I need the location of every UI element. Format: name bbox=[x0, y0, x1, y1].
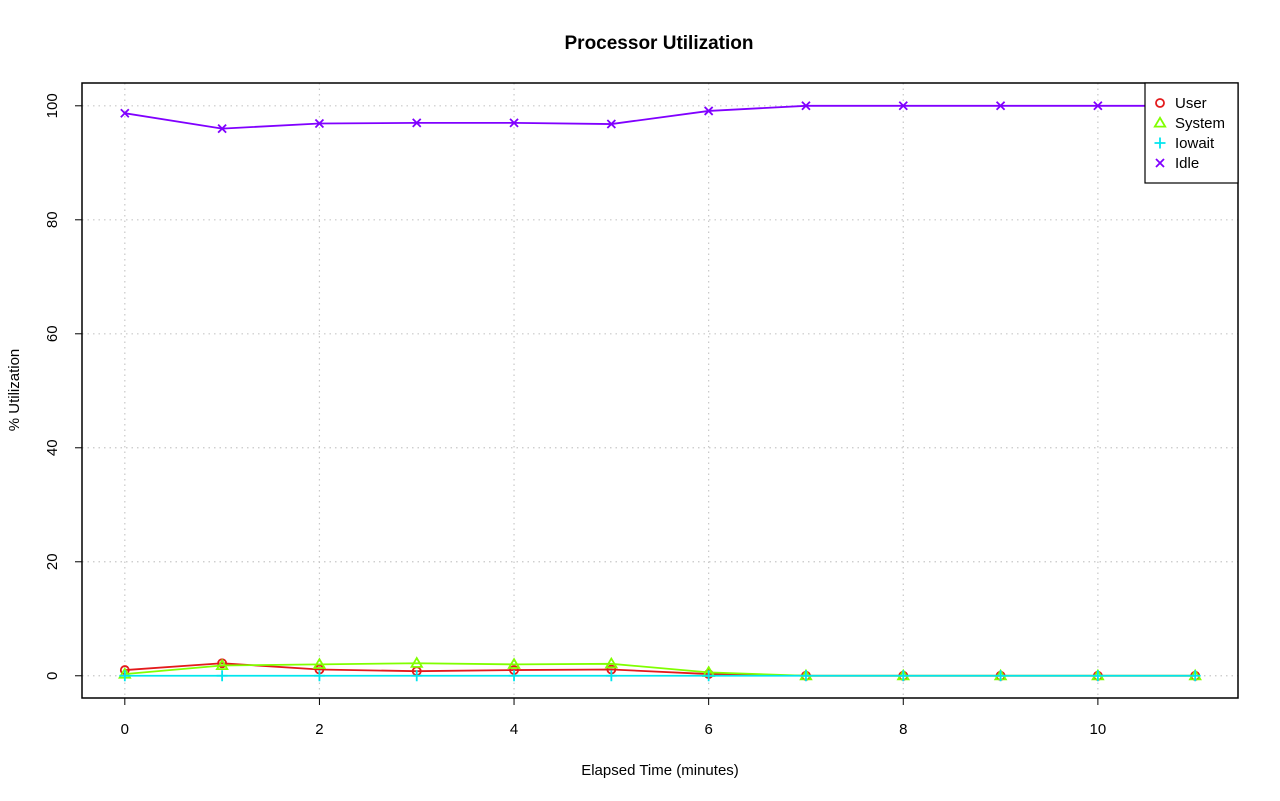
data-point-iowait bbox=[411, 670, 423, 682]
data-point-system bbox=[409, 656, 424, 668]
y-axis: 0 20 40 60 80 100 bbox=[44, 93, 83, 680]
data-point-system bbox=[507, 657, 521, 669]
legend-marker-system bbox=[1153, 116, 1167, 128]
data-point-idle bbox=[314, 118, 325, 129]
y-axis-label: % Utilization bbox=[6, 349, 23, 432]
y-tick-label: 100 bbox=[44, 93, 61, 118]
data-point-idle bbox=[509, 118, 519, 128]
legend-marker-user bbox=[1155, 98, 1165, 108]
x-tick-label: 10 bbox=[1090, 721, 1107, 738]
data-point-system bbox=[604, 656, 619, 669]
data-point-iowait bbox=[1092, 670, 1104, 682]
data-point-iowait bbox=[703, 670, 715, 682]
legend-label-iowait: Iowait bbox=[1175, 135, 1215, 152]
data-point-iowait bbox=[216, 670, 228, 682]
data-point-iowait bbox=[605, 670, 617, 682]
data-point-idle bbox=[995, 101, 1006, 111]
legend-label-system: System bbox=[1175, 115, 1225, 132]
data-point-iowait bbox=[897, 670, 909, 682]
data-point-system bbox=[215, 658, 229, 671]
x-axis: 0 2 4 6 8 10 bbox=[121, 697, 1107, 738]
series-user bbox=[119, 658, 1201, 681]
data-point-idle bbox=[801, 101, 811, 111]
data-point-idle bbox=[217, 123, 227, 134]
x-tick-label: 2 bbox=[315, 721, 323, 738]
y-tick-label: 40 bbox=[44, 439, 61, 456]
data-point-idle bbox=[1093, 101, 1103, 111]
series-line-idle bbox=[124, 104, 1196, 130]
data-point-iowait bbox=[1189, 670, 1201, 682]
series-layer bbox=[118, 101, 1202, 682]
data-point-idle bbox=[412, 118, 422, 128]
legend-marker-iowait bbox=[1154, 137, 1166, 149]
chart-title: Processor Utilization bbox=[565, 33, 754, 54]
data-point-iowait bbox=[119, 670, 131, 682]
data-point-idle bbox=[704, 106, 714, 116]
data-point-iowait bbox=[508, 670, 520, 682]
y-tick-label: 0 bbox=[44, 672, 61, 680]
data-point-iowait bbox=[313, 670, 325, 682]
y-tick-label: 80 bbox=[44, 211, 61, 228]
grid bbox=[82, 83, 1238, 698]
series-idle bbox=[120, 101, 1200, 134]
x-axis-label: Elapsed Time (minutes) bbox=[581, 762, 739, 779]
series-iowait bbox=[119, 670, 1201, 682]
x-tick-label: 6 bbox=[704, 721, 712, 738]
y-tick-label: 60 bbox=[44, 325, 61, 342]
y-tick-label: 20 bbox=[44, 553, 61, 570]
series-line-system bbox=[124, 662, 1196, 677]
data-point-idle bbox=[898, 101, 908, 111]
legend: User System Iowait Idle bbox=[1144, 82, 1239, 184]
data-point-iowait bbox=[995, 670, 1007, 682]
legend-marker-idle bbox=[1155, 158, 1165, 168]
legend-label-idle: Idle bbox=[1175, 155, 1199, 172]
x-tick-label: 0 bbox=[121, 721, 129, 738]
x-tick-label: 4 bbox=[510, 721, 518, 738]
plot-area-border bbox=[81, 82, 1239, 699]
data-point-system bbox=[312, 657, 327, 669]
legend-label-user: User bbox=[1175, 95, 1207, 112]
data-point-iowait bbox=[800, 670, 812, 682]
x-tick-label: 8 bbox=[899, 721, 907, 738]
data-point-idle bbox=[120, 108, 130, 118]
data-point-idle bbox=[606, 119, 616, 129]
